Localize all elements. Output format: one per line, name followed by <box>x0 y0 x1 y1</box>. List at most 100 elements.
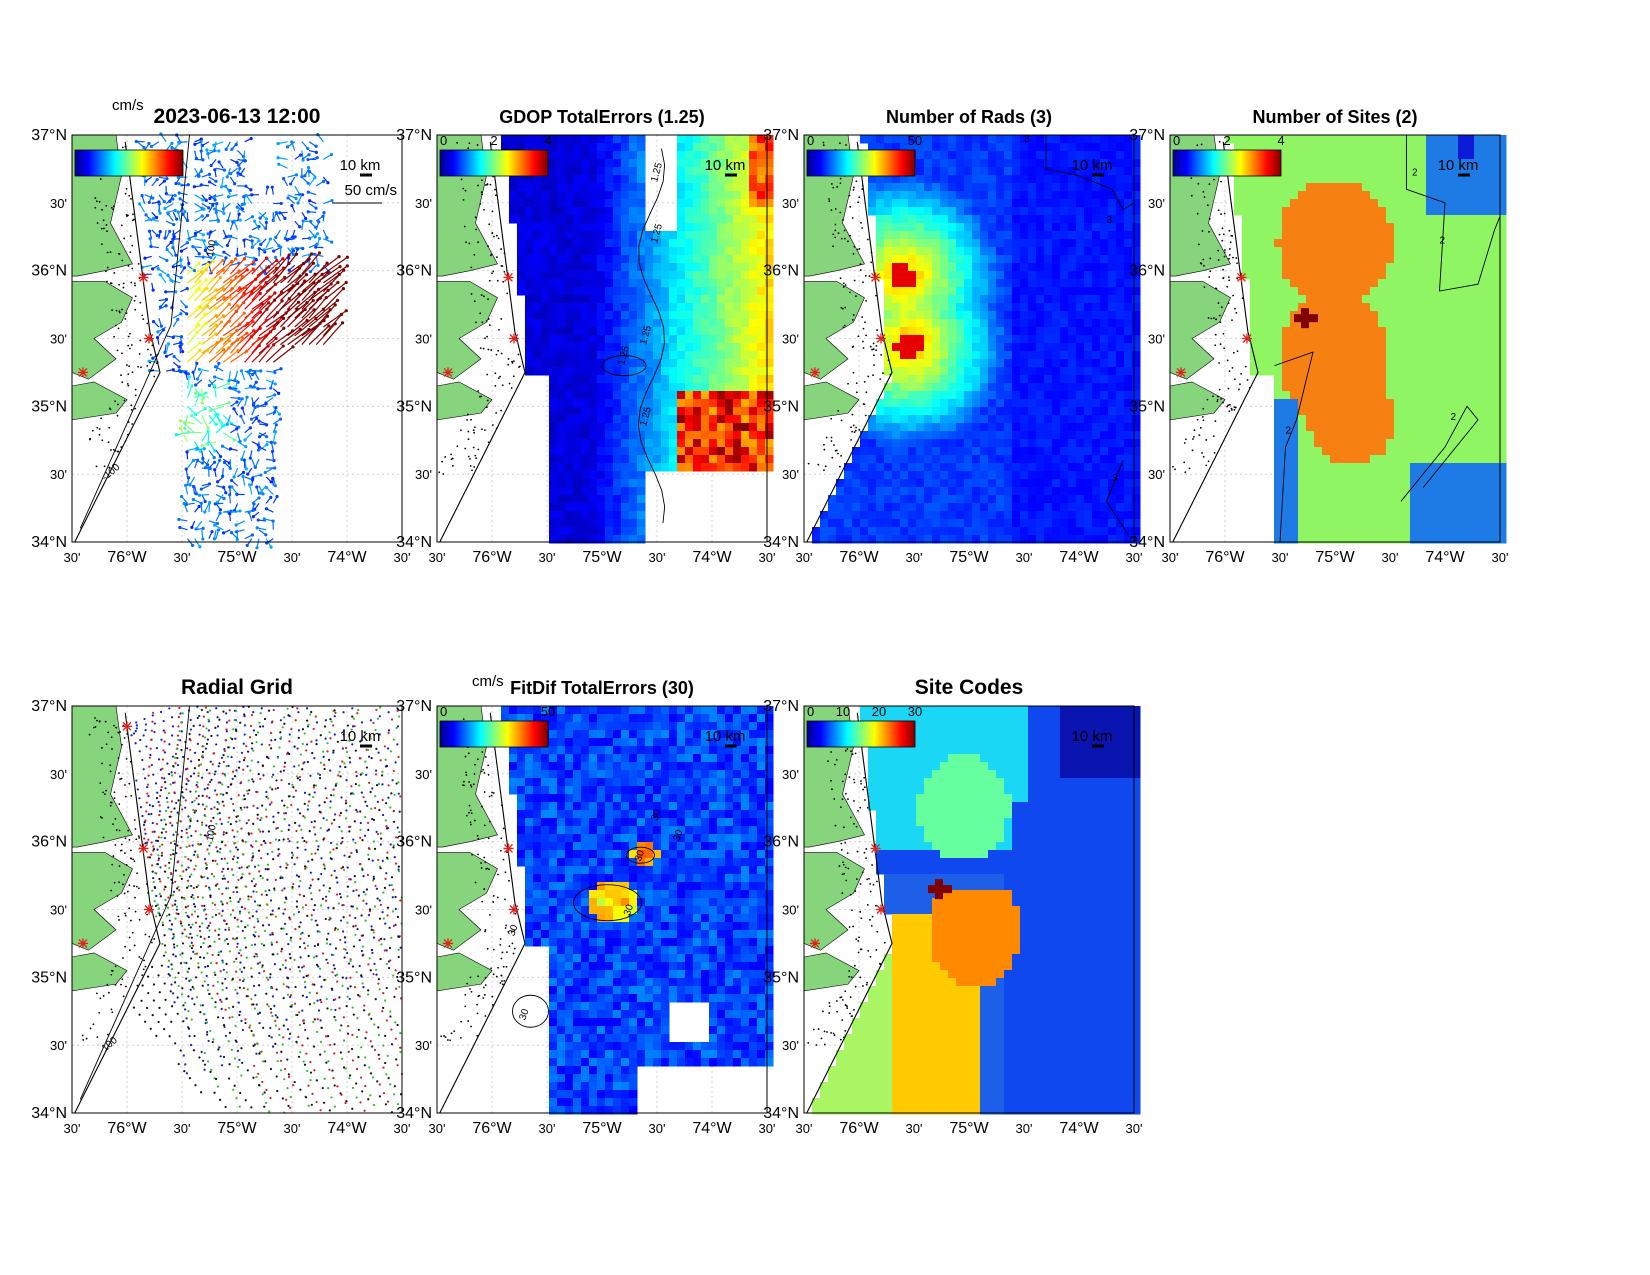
raster-cell <box>1060 207 1069 216</box>
raster-cell <box>916 487 925 496</box>
raster-cell <box>996 511 1005 520</box>
raster-cell <box>589 463 598 472</box>
raster-cell <box>677 335 686 344</box>
raster-cell <box>661 415 670 424</box>
vector-head <box>222 168 227 172</box>
raster-cell <box>1068 399 1077 408</box>
vector-head <box>271 519 275 523</box>
raster-cell <box>549 183 558 192</box>
raster-cell <box>717 447 726 456</box>
raster-cell <box>757 159 766 168</box>
vector-head <box>212 252 216 256</box>
raster-cell <box>557 479 566 488</box>
raster-cell <box>1060 471 1069 480</box>
raster-cell <box>1044 455 1053 464</box>
raster-cell <box>868 495 877 504</box>
vector-head <box>205 213 210 217</box>
raster-cell <box>621 295 630 304</box>
vector-head <box>147 200 151 205</box>
raster-cell <box>613 327 622 336</box>
raster-cell <box>940 247 949 256</box>
raster-cell <box>509 135 518 144</box>
x-tick-label: 30' <box>539 550 556 565</box>
current-vector <box>194 263 209 275</box>
raster-cell <box>924 455 933 464</box>
raster-cell <box>693 455 702 464</box>
vector-head <box>313 252 317 257</box>
raster-cell <box>1036 263 1045 272</box>
raster-cell <box>980 263 989 272</box>
raster-cell <box>1004 295 1013 304</box>
raster-cell <box>741 207 750 216</box>
raster-cell <box>996 263 1005 272</box>
raster-cell <box>1068 319 1077 328</box>
raster-cell <box>1004 471 1013 480</box>
raster-cell <box>876 255 885 264</box>
raster-cell <box>980 207 989 216</box>
raster-cell <box>549 335 558 344</box>
vector-head <box>198 341 202 345</box>
colorbar <box>439 149 549 177</box>
land-south <box>436 381 493 421</box>
raster-cell <box>1060 183 1069 192</box>
raster-cell <box>645 247 654 256</box>
vector-head <box>212 384 216 388</box>
raster-cell <box>884 399 893 408</box>
raster-cell <box>1132 351 1141 360</box>
raster-cell <box>884 271 893 280</box>
raster-cell <box>1124 215 1133 224</box>
raster-cell <box>1020 447 1029 456</box>
vector-head <box>221 314 226 318</box>
raster-cell <box>1076 303 1085 312</box>
raster-cell <box>653 415 662 424</box>
raster-cell <box>972 271 981 280</box>
raster-cell <box>765 327 774 336</box>
raster-cell <box>549 287 558 296</box>
vector-head <box>245 349 249 353</box>
vector-head <box>273 484 277 488</box>
raster-cell <box>1132 487 1141 496</box>
raster-cell <box>1108 287 1117 296</box>
vector-head <box>269 440 273 444</box>
raster-cell <box>1108 367 1117 376</box>
raster-cell <box>637 383 646 392</box>
raster-cell <box>597 455 606 464</box>
raster-cell <box>996 463 1005 472</box>
raster-cell <box>1108 415 1117 424</box>
raster-cell <box>892 231 901 240</box>
raster-cell <box>757 319 766 328</box>
raster-cell <box>908 303 917 312</box>
raster-cell <box>549 247 558 256</box>
vector-head <box>241 336 245 341</box>
raster-cell <box>900 319 909 328</box>
raster-cell <box>884 431 893 440</box>
raster-cell <box>980 479 989 488</box>
vector-head <box>197 367 201 372</box>
vector-head <box>225 243 229 248</box>
raster-cell <box>1012 295 1021 304</box>
coastal-dot <box>466 419 468 421</box>
vector-head <box>184 305 188 309</box>
raster-cell <box>733 215 742 224</box>
raster-cell <box>932 247 941 256</box>
coastal-dot <box>472 446 475 449</box>
current-vector <box>251 302 270 319</box>
raster-cell <box>621 247 630 256</box>
raster-cell <box>972 487 981 496</box>
vector-head <box>260 302 264 306</box>
vector-head <box>243 438 247 442</box>
vector-head <box>274 336 278 341</box>
coastal-dot <box>142 318 145 321</box>
vector-head <box>313 176 317 180</box>
raster-cell <box>948 151 957 160</box>
current-vector <box>164 202 174 209</box>
raster-cell <box>996 231 1005 240</box>
raster-cell <box>916 247 925 256</box>
raster-cell <box>1060 231 1069 240</box>
raster-cell <box>661 279 670 288</box>
vector-head <box>278 417 283 421</box>
raster-cell <box>517 239 526 248</box>
raster-cell <box>661 367 670 376</box>
raster-cell <box>996 183 1005 192</box>
raster-cell <box>597 391 606 400</box>
